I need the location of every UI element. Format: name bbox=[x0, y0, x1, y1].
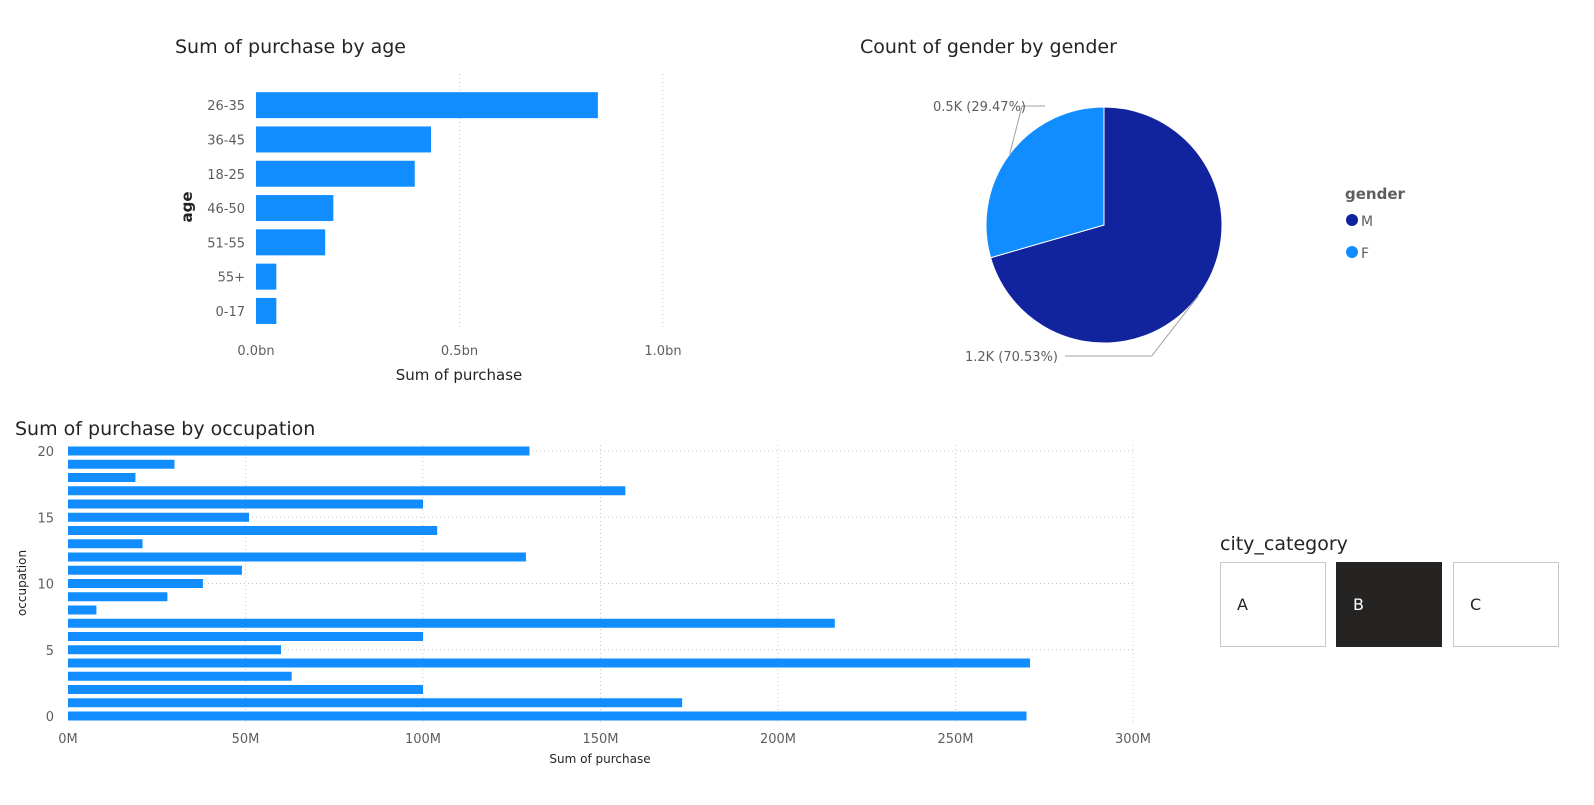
y-axis-title: age bbox=[178, 191, 196, 222]
x-tick-label: 0.0bn bbox=[237, 344, 274, 359]
bar bbox=[68, 658, 1031, 668]
bar bbox=[68, 552, 526, 562]
occupation-chart-title: Sum of purchase by occupation bbox=[15, 418, 316, 440]
x-tick-label: 0.5bn bbox=[441, 344, 478, 359]
bar bbox=[256, 126, 432, 153]
bar bbox=[68, 512, 250, 522]
bar bbox=[256, 92, 598, 119]
legend-label: M bbox=[1361, 214, 1373, 230]
x-tick-label: 200M bbox=[760, 732, 796, 747]
y-tick-label: 26-35 bbox=[207, 99, 245, 114]
bar bbox=[68, 698, 683, 708]
y-tick-label: 55+ bbox=[218, 271, 245, 286]
bar bbox=[68, 711, 1027, 721]
bar bbox=[68, 526, 438, 535]
city-category-option-label: A bbox=[1237, 595, 1248, 614]
bar bbox=[68, 618, 835, 628]
y-tick-label: 0 bbox=[46, 710, 54, 725]
gender-pie-chart: 1.2K (70.53%) 0.5K (29.47%) gender MF bbox=[933, 100, 1406, 365]
city-category-option-label: C bbox=[1470, 595, 1482, 614]
legend-title: gender bbox=[1345, 185, 1406, 203]
x-tick-label: 100M bbox=[405, 732, 441, 747]
bar bbox=[256, 195, 334, 222]
city-category-option-c[interactable]: C bbox=[1453, 562, 1559, 647]
bar bbox=[68, 592, 168, 602]
y-axis-title: occupation bbox=[15, 550, 29, 616]
city-category-slicer-title: city_category bbox=[1220, 533, 1348, 555]
y-tick-label: 10 bbox=[37, 578, 54, 593]
y-tick-label: 15 bbox=[37, 511, 54, 526]
x-axis-title: Sum of purchase bbox=[549, 752, 650, 766]
city-category-option-b[interactable]: B bbox=[1336, 562, 1442, 647]
bar bbox=[256, 263, 277, 290]
data-label: 0.5K (29.47%) bbox=[933, 100, 1026, 115]
x-tick-label: 150M bbox=[582, 732, 618, 747]
bar bbox=[68, 605, 97, 615]
bar bbox=[68, 579, 203, 588]
pie-slice bbox=[985, 106, 1105, 259]
x-tick-label: 50M bbox=[232, 732, 260, 747]
city-category-option-label: B bbox=[1353, 595, 1364, 614]
bar bbox=[256, 229, 326, 256]
y-tick-label: 5 bbox=[46, 644, 54, 659]
leader-line bbox=[1065, 295, 1199, 357]
x-tick-label: 250M bbox=[937, 732, 973, 747]
bar bbox=[68, 459, 175, 469]
data-label: 1.2K (70.53%) bbox=[965, 350, 1058, 365]
bar bbox=[68, 539, 143, 549]
bar bbox=[68, 499, 423, 509]
bar bbox=[68, 685, 423, 694]
bar bbox=[68, 671, 292, 681]
bar bbox=[68, 565, 242, 575]
legend-marker bbox=[1346, 246, 1358, 258]
y-tick-label: 18-25 bbox=[207, 168, 245, 183]
bar bbox=[256, 297, 277, 324]
bar bbox=[68, 632, 423, 641]
bar bbox=[256, 160, 415, 187]
y-tick-label: 0-17 bbox=[215, 305, 245, 320]
x-axis-title: Sum of purchase bbox=[396, 366, 523, 384]
x-tick-label: 0M bbox=[58, 732, 78, 747]
y-tick-label: 51-55 bbox=[207, 236, 245, 251]
age-bar-chart: 0.0bn 0.5bn 1.0bn 26-35 36-45 18-25 46-50 51-55… bbox=[178, 74, 682, 384]
y-tick-label: 20 bbox=[37, 445, 54, 460]
occupation-bar-chart: 0M 50M 100M 150M 200M 250M 300M 0 5 10 15 20 Sum of … bbox=[15, 445, 1151, 766]
legend-marker bbox=[1346, 214, 1358, 226]
age-chart-title: Sum of purchase by age bbox=[175, 36, 406, 58]
leader-line bbox=[1009, 105, 1045, 155]
legend-label: F bbox=[1361, 246, 1369, 262]
x-tick-label: 1.0bn bbox=[644, 344, 681, 359]
gender-chart-title: Count of gender by gender bbox=[860, 36, 1117, 58]
y-tick-label: 36-45 bbox=[207, 133, 245, 148]
bar bbox=[68, 486, 626, 496]
bar bbox=[68, 645, 281, 655]
city-category-option-a[interactable]: A bbox=[1220, 562, 1326, 647]
bar bbox=[68, 473, 136, 482]
x-tick-label: 300M bbox=[1115, 732, 1151, 747]
y-tick-label: 46-50 bbox=[207, 202, 245, 217]
bar bbox=[68, 446, 530, 456]
